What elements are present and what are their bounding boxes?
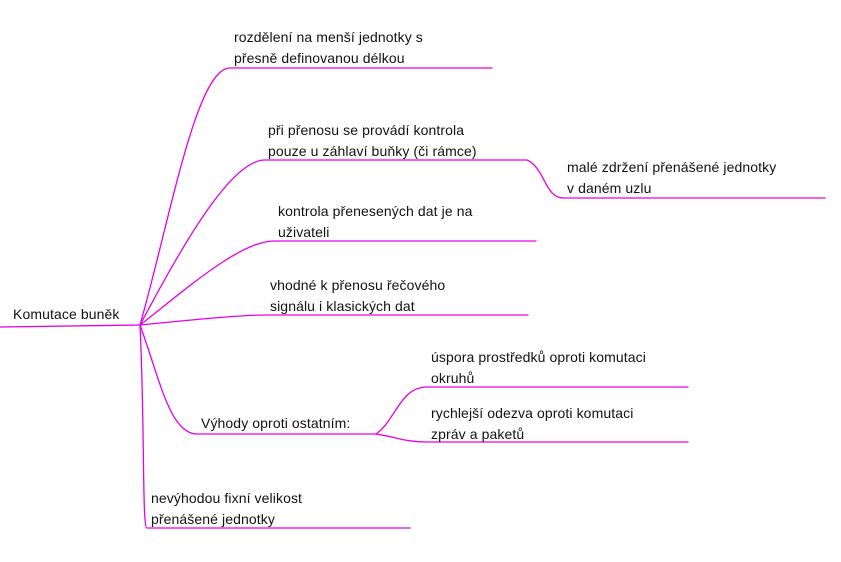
node-user-check-line1: kontrola přenesených dat je na bbox=[278, 203, 473, 219]
node-voice-data[interactable]: vhodné k přenosu řečového signálu i klas… bbox=[270, 275, 445, 317]
branch-fixed-length-connector bbox=[139, 67, 493, 326]
node-resource-saving[interactable]: úspora prostředků oproti komutaci okruhů bbox=[431, 347, 646, 389]
node-disadvantage-line1: nevýhodou fixní velikost bbox=[151, 490, 303, 506]
node-fixed-length-units[interactable]: rozdělení na menší jednotky s přesně def… bbox=[234, 27, 423, 69]
node-header-check-line2: pouze u záhlaví buňky (či rámce) bbox=[268, 143, 477, 159]
node-disadvantage-line2: přenášené jednotky bbox=[151, 511, 275, 527]
branch-disadvantage-connector bbox=[139, 324, 411, 529]
branch-user-check-connector bbox=[139, 240, 537, 326]
root-node-komutace-bunek[interactable]: Komutace buněk bbox=[13, 304, 119, 325]
node-small-delay-line2: v daném uzlu bbox=[567, 180, 652, 196]
node-user-check[interactable]: kontrola přenesených dat je na uživateli bbox=[278, 201, 472, 243]
node-small-delay-line1: malé zdržení přenášené jednotky bbox=[567, 159, 777, 175]
node-faster-response-line2: zpráv a paketů bbox=[431, 426, 525, 442]
node-advantages[interactable]: Výhody oproti ostatním: bbox=[201, 413, 350, 434]
node-resource-saving-line1: úspora prostředků oproti komutaci bbox=[431, 349, 646, 365]
node-voice-data-line1: vhodné k přenosu řečového bbox=[270, 277, 446, 293]
node-fixed-length-line2: přesně definovanou délkou bbox=[234, 50, 405, 66]
branch-advantages-connector bbox=[139, 324, 377, 435]
node-header-check-line1: při přenosu se provádí kontrola bbox=[268, 122, 465, 138]
node-resource-saving-line2: okruhů bbox=[431, 370, 475, 386]
node-faster-response[interactable]: rychlejší odezva oproti komutaci zpráv a… bbox=[431, 403, 633, 445]
branch-header-check-connector bbox=[139, 159, 528, 326]
branch-faster-response-connector bbox=[375, 433, 689, 443]
node-user-check-line2: uživateli bbox=[278, 224, 330, 240]
node-voice-data-line2: signálu i klasických dat bbox=[270, 298, 415, 314]
node-disadvantage[interactable]: nevýhodou fixní velikost přenášené jedno… bbox=[151, 488, 302, 530]
node-header-check[interactable]: při přenosu se provádí kontrola pouze u … bbox=[268, 120, 477, 162]
branch-small-delay-connector bbox=[526, 159, 826, 199]
node-small-delay[interactable]: malé zdržení přenášené jednotky v daném … bbox=[567, 157, 776, 199]
branch-resource-saving-connector bbox=[375, 386, 689, 435]
root-node-label: Komutace buněk bbox=[13, 306, 120, 322]
node-advantages-label: Výhody oproti ostatním: bbox=[201, 415, 351, 431]
node-fixed-length-line1: rozdělení na menší jednotky s bbox=[234, 29, 423, 45]
node-faster-response-line1: rychlejší odezva oproti komutaci bbox=[431, 405, 634, 421]
root-underline-connector bbox=[0, 324, 141, 328]
branch-voice-data-connector bbox=[139, 314, 529, 326]
